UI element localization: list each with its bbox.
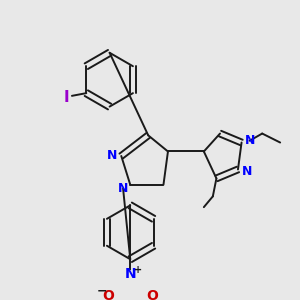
Text: N: N <box>118 182 128 195</box>
Text: N: N <box>245 134 256 147</box>
Text: O: O <box>102 289 114 300</box>
Text: N: N <box>242 165 252 178</box>
Text: −: − <box>96 284 107 297</box>
Text: N: N <box>107 149 118 163</box>
Text: +: + <box>134 265 142 275</box>
Text: O: O <box>146 289 158 300</box>
Text: I: I <box>64 90 69 105</box>
Text: N: N <box>124 267 136 280</box>
